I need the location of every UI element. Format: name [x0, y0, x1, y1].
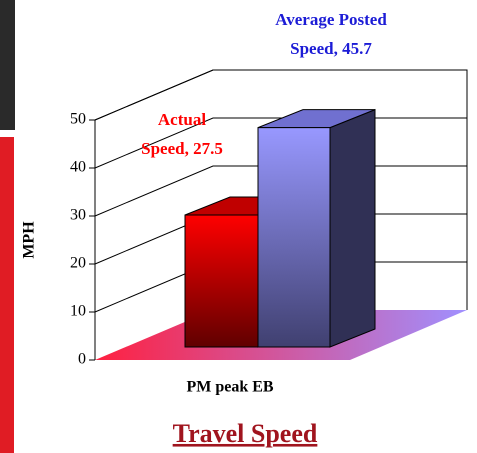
grid-line: [94, 69, 467, 121]
y-tick-label: 30: [70, 207, 86, 224]
y-tick-label: 10: [70, 303, 86, 320]
decor-image: [0, 0, 15, 130]
data-label: Actual Speed, 27.5: [141, 110, 223, 158]
y-tick-label: 40: [70, 159, 86, 176]
bar-side: [329, 108, 376, 348]
data-label: Average Posted Speed, 45.7: [275, 10, 387, 58]
y-axis-label: MPH: [21, 221, 38, 259]
grid-line: [94, 165, 467, 217]
y-tick-label: 20: [70, 255, 86, 272]
grid-line: [94, 117, 467, 169]
x-tick-label: PM peak EB: [186, 379, 273, 396]
bar: [257, 127, 331, 348]
y-tick-label: 50: [70, 111, 86, 128]
y-tick-label: 0: [78, 351, 86, 368]
chart-title: Travel Speed: [173, 419, 318, 448]
bar: [184, 214, 259, 348]
decor-strip: [0, 137, 14, 453]
